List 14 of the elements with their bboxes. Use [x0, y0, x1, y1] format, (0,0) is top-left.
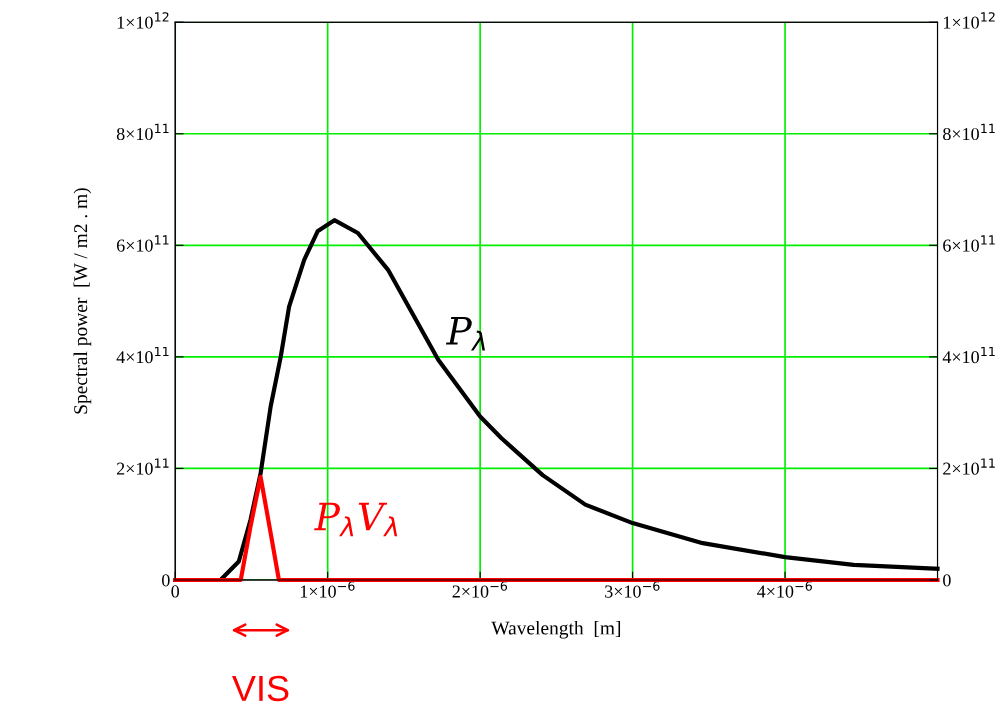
y-tick-label: 8×10$^{11}$	[116, 123, 169, 141]
y-axis-title: Spectral power [W / m2 . m)	[73, 188, 92, 414]
text: VIS	[232, 675, 289, 702]
y2-tick-label: 8×10$^{11}$	[943, 123, 995, 141]
y-tick-label: 6×10$^{11}$	[116, 235, 169, 252]
y-tick-label: 1×10$^{12}$	[117, 12, 169, 29]
y2-tick-label: 6×10$^{11}$	[943, 235, 995, 252]
y2-tick-label: 2×10$^{11}$	[943, 458, 995, 475]
y-tick-label: 2×10$^{11}$	[116, 458, 169, 475]
y2-tick-label: 1×10$^{12}$	[943, 12, 995, 29]
y-tick-label: 4×10$^{11}$	[116, 346, 169, 364]
x-axis-title: Wavelength [m]	[491, 620, 621, 639]
x-tick-label: 0	[171, 585, 180, 598]
y2-tick-label: 4×10$^{11}$	[942, 346, 995, 364]
